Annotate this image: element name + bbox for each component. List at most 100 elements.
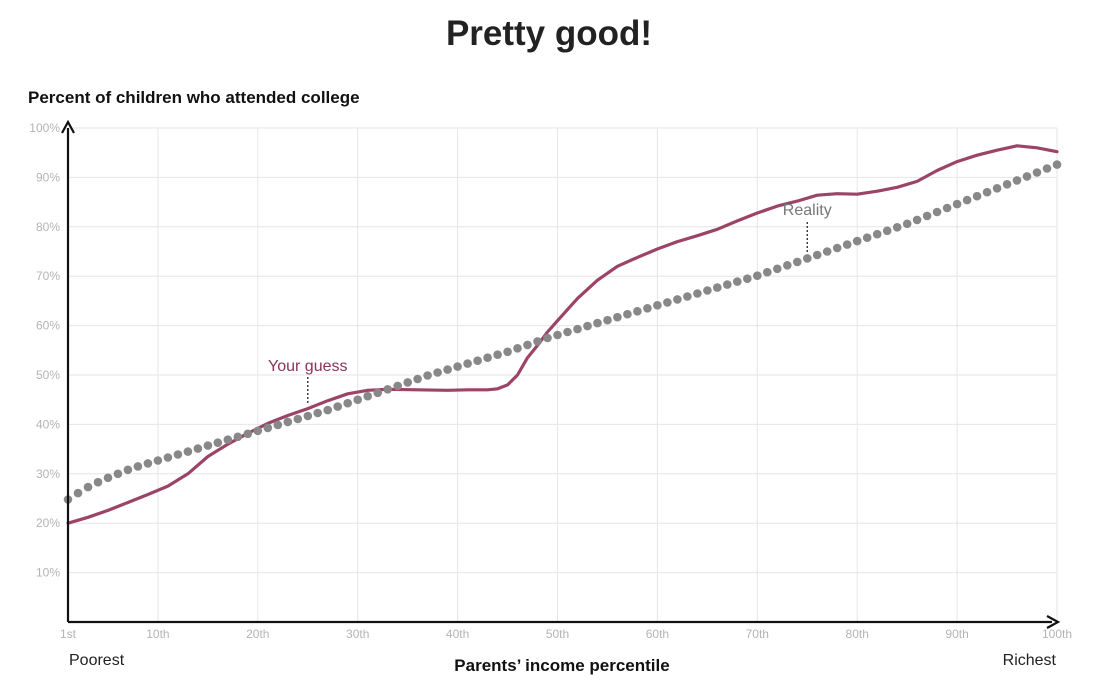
reality-point (493, 350, 502, 360)
reality-point (533, 337, 542, 346)
reality-point (633, 307, 642, 316)
x-tick-label: 1st (60, 627, 77, 641)
reality-point (223, 435, 233, 445)
x-end-label-poorest: Poorest (69, 652, 125, 669)
reality-point (323, 405, 333, 415)
reality-point (433, 368, 442, 377)
axes (61, 119, 1061, 629)
x-tick-label: 50th (546, 627, 569, 641)
reality-point (473, 356, 482, 366)
reality-point (153, 456, 163, 465)
reality-point (872, 229, 882, 239)
reality-point (443, 365, 452, 374)
y-tick-label: 100% (29, 121, 60, 135)
reality-point (163, 453, 173, 462)
reality-point (403, 378, 413, 387)
y-axis-title: Percent of children who attended college (28, 88, 360, 107)
reality-point (822, 247, 832, 256)
reality-point (753, 271, 762, 281)
series-annotations: Your guess Reality (268, 202, 832, 404)
reality-point (932, 207, 942, 217)
x-tick-label: 30th (346, 627, 369, 641)
x-tick-label: 90th (945, 627, 968, 641)
reality-point (133, 462, 143, 471)
y-tick-label: 90% (36, 170, 60, 184)
reality-point (683, 292, 692, 301)
reality-point (183, 447, 193, 456)
reality-point (83, 482, 93, 492)
y-tick-label: 60% (36, 319, 60, 333)
reality-point (233, 432, 243, 442)
your-guess-line (66, 144, 1059, 525)
reality-point (882, 226, 892, 236)
reality-point (643, 304, 652, 313)
reality-point (363, 391, 373, 401)
reality-point (673, 295, 682, 304)
reality-point (992, 184, 1002, 193)
reality-point (333, 402, 343, 411)
reality-point (543, 333, 552, 343)
y-axis-arrow-icon (61, 119, 75, 134)
reality-point (343, 398, 353, 408)
reality-point (653, 301, 662, 310)
your-guess-label: Your guess (268, 358, 347, 375)
reality-point (73, 488, 83, 498)
x-tick-label: 20th (246, 627, 269, 641)
x-end-label-richest: Richest (1003, 652, 1057, 669)
x-tick-label: 40th (446, 627, 469, 641)
y-tick-label: 80% (36, 220, 60, 234)
reality-point (1032, 168, 1042, 177)
y-tick-label: 30% (36, 467, 60, 481)
reality-point (273, 420, 283, 430)
reality-point (783, 261, 792, 270)
y-tick-label: 10% (36, 566, 60, 580)
reality-point (962, 195, 972, 205)
reality-point (1012, 176, 1022, 185)
reality-point (463, 359, 472, 368)
reality-point (293, 414, 303, 424)
reality-point (423, 371, 432, 380)
chart-title: Pretty good! (446, 14, 652, 53)
x-tick-label: 60th (646, 627, 669, 641)
reality-point (383, 385, 393, 394)
reality-point (912, 215, 922, 225)
reality-point (313, 408, 323, 418)
reality-point (773, 264, 782, 274)
reality-point (1002, 180, 1012, 189)
reality-point (812, 250, 822, 260)
reality-point (503, 347, 512, 357)
reality-point (563, 327, 572, 337)
reality-point (303, 411, 313, 421)
reality-point (263, 423, 273, 433)
reality-point (253, 426, 263, 436)
reality-point (113, 469, 123, 479)
reality-point (942, 203, 952, 213)
reality-point (842, 240, 852, 249)
x-axis-arrow-icon (1046, 615, 1061, 629)
reality-point (583, 321, 592, 331)
reality-point (1052, 160, 1062, 169)
reality-point (693, 289, 702, 298)
reality-point (733, 277, 742, 286)
reality-point (193, 444, 203, 453)
reality-point (1022, 172, 1032, 181)
reality-point (902, 219, 912, 229)
reality-point (213, 438, 223, 448)
reality-point (862, 233, 872, 242)
reality-point (703, 286, 712, 295)
reality-series (63, 160, 1062, 504)
reality-point (623, 309, 632, 319)
reality-point (283, 417, 293, 427)
reality-point (713, 283, 722, 292)
reality-point (793, 257, 802, 267)
reality-point (483, 353, 492, 363)
your-guess-series (66, 144, 1059, 525)
reality-point (603, 315, 612, 325)
reality-point (743, 274, 752, 284)
reality-point (982, 187, 992, 197)
reality-point (243, 429, 253, 439)
reality-point (203, 441, 213, 450)
x-tick-label: 80th (846, 627, 869, 641)
reality-point (523, 340, 532, 350)
y-tick-label: 50% (36, 368, 60, 382)
